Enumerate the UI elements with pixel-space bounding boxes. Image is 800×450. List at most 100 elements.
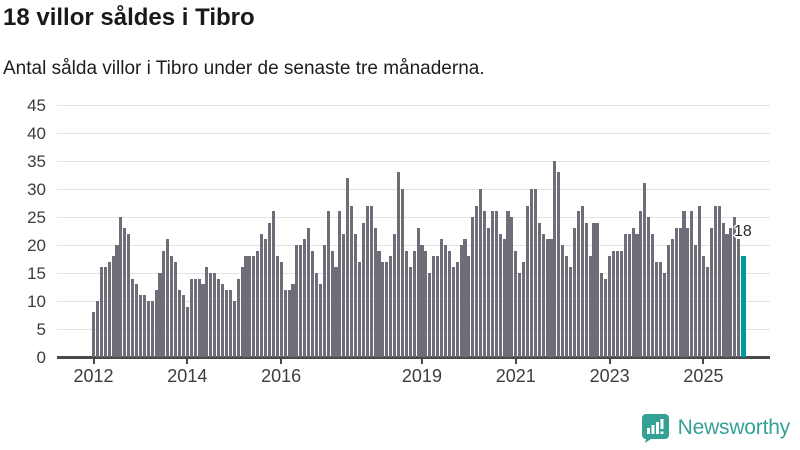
x-axis-tick [186, 357, 189, 364]
y-axis-tick-label: 15 [27, 264, 46, 283]
bar-month [439, 239, 444, 357]
bar-month [303, 239, 307, 357]
bar-month [494, 211, 498, 357]
bar-month [404, 250, 408, 357]
bar-month [381, 261, 385, 357]
bar-month [166, 239, 170, 357]
x-axis-tick [514, 357, 517, 364]
bar-month [647, 217, 651, 357]
gridline [57, 105, 770, 106]
gridline [57, 133, 770, 134]
bar-month [709, 228, 713, 357]
bar-month [279, 261, 283, 357]
bar-month [248, 256, 252, 357]
bar-month [244, 256, 248, 357]
bar-month [737, 239, 741, 357]
y-axis-tick-label: 5 [36, 320, 46, 339]
bar-month [318, 284, 322, 357]
bar-month [185, 306, 189, 357]
bar-month [655, 261, 659, 357]
bar-month [256, 250, 260, 357]
bar-month [264, 239, 268, 357]
highlighted-bar-latest [741, 256, 746, 357]
bar-month [353, 233, 358, 357]
bar-month [569, 267, 573, 357]
x-axis-year-label: 2019 [401, 366, 442, 386]
newsworthy-speech-bubble-chart-icon [640, 413, 670, 443]
bar-month [135, 284, 139, 357]
bar-month [666, 245, 670, 357]
bar-month [342, 233, 346, 357]
bar-month [193, 278, 197, 357]
gridline [57, 217, 770, 218]
bar-month [721, 222, 725, 357]
bar-month [451, 267, 455, 357]
bar-month [240, 267, 244, 357]
x-axis-year-label: 2016 [261, 366, 302, 386]
x-axis-year-label: 2014 [167, 366, 208, 386]
bar-month [623, 233, 627, 357]
bar-month [201, 284, 205, 357]
bar-month [463, 239, 467, 357]
bar-month [698, 205, 702, 357]
bar-month [557, 172, 561, 357]
bar-month [369, 205, 373, 357]
bar-month [604, 278, 608, 357]
y-axis-tick-label: 20 [27, 236, 46, 255]
bar-month [490, 211, 494, 357]
bar-month [619, 250, 623, 357]
bar-month [686, 228, 690, 357]
bar-month [553, 161, 557, 357]
y-axis-tick-label: 0 [36, 348, 46, 367]
bar-month [678, 228, 682, 357]
bar-month [150, 301, 154, 357]
bar-month [565, 256, 569, 357]
bar-month [416, 228, 420, 357]
newsworthy-logo[interactable]: Newsworthy [640, 413, 790, 443]
bar-month [635, 233, 639, 357]
bar-month [232, 301, 236, 357]
bar-month [267, 222, 272, 357]
x-axis-tick [608, 357, 611, 364]
bar-month [658, 261, 663, 357]
bar-month [221, 284, 225, 357]
x-axis-year-label: 2021 [495, 366, 536, 386]
bar-month [350, 205, 354, 357]
bar-month [428, 273, 432, 357]
bar-month [228, 289, 232, 357]
x-axis-tick [280, 357, 283, 364]
bar-month [627, 233, 631, 357]
bar-month [275, 256, 279, 357]
bar-month [158, 273, 162, 357]
y-axis-tick-label: 35 [27, 152, 46, 171]
bar-month [475, 205, 479, 357]
bar-month [131, 278, 135, 357]
x-axis-line [57, 356, 770, 359]
gridline [57, 189, 770, 190]
bar-month [713, 205, 717, 357]
bar-month [197, 278, 201, 357]
bar-month [549, 239, 553, 357]
x-axis-year-label: 2023 [589, 366, 630, 386]
bar-month [717, 205, 721, 357]
bar-month [612, 250, 616, 357]
bar-month [174, 261, 178, 357]
bar-month [103, 267, 107, 357]
bar-month [705, 267, 709, 357]
bar-month [307, 228, 311, 357]
bar-month [260, 233, 264, 357]
bar-month [631, 228, 635, 357]
bar-month [373, 228, 377, 357]
gridline [57, 245, 770, 246]
bar-month [271, 211, 275, 357]
bar-month [502, 239, 506, 357]
bar-month [283, 289, 287, 357]
bar-month [690, 211, 694, 357]
bar-month [576, 211, 580, 357]
y-axis-tick-label: 10 [27, 292, 46, 311]
bar-month [119, 217, 123, 357]
bar-month [213, 273, 217, 357]
bar-month [459, 245, 463, 357]
page-title: 18 villor såldes i Tibro [3, 4, 255, 31]
bar-month [639, 211, 643, 357]
